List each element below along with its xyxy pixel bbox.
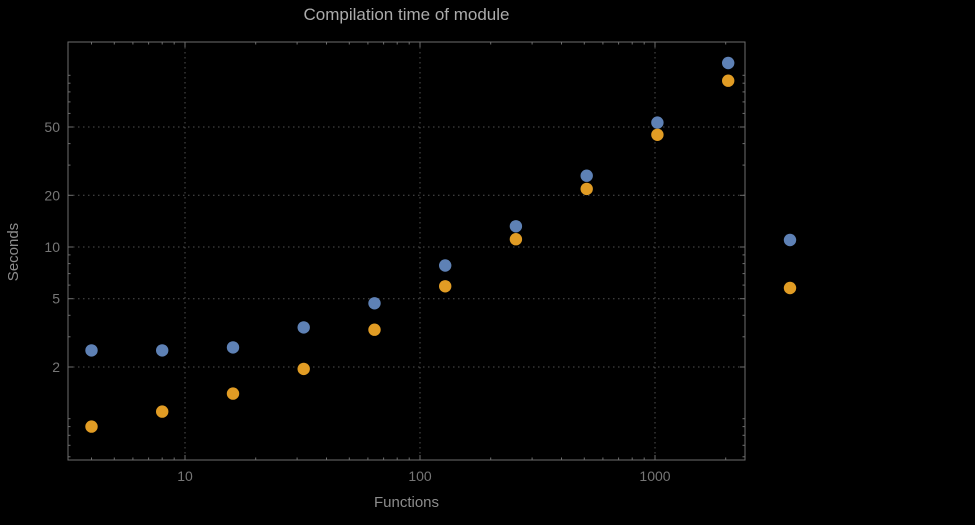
- data-point-series-2: [439, 280, 452, 293]
- data-point-series-1: [156, 344, 169, 357]
- data-point-series-2: [297, 362, 310, 376]
- data-point-series-2: [85, 420, 98, 433]
- data-point-series-1: [368, 297, 381, 310]
- y-tick-label: 10: [44, 239, 60, 255]
- data-point-series-2: [651, 128, 664, 141]
- data-point-series-1: [580, 169, 593, 182]
- y-tick-label: 20: [44, 187, 60, 203]
- data-point-series-2: [226, 387, 240, 400]
- data-point-series-2: [509, 233, 523, 246]
- chart-title: Compilation time of module: [303, 5, 510, 24]
- data-point-series-2: [580, 182, 593, 196]
- y-axis-label: Seconds: [5, 222, 22, 282]
- legend-marker-series-1: [783, 233, 797, 247]
- data-point-series-1: [85, 344, 98, 357]
- data-point-series-2: [156, 405, 169, 418]
- data-point-series-1: [439, 259, 452, 272]
- data-point-series-1: [722, 56, 735, 70]
- y-tick-label: 50: [44, 119, 60, 135]
- plot-frame: [67, 41, 746, 461]
- data-point-series-2: [722, 74, 735, 87]
- data-point-series-1: [297, 321, 310, 334]
- x-axis-label: Functions: [373, 494, 440, 511]
- x-tick-label: 100: [408, 468, 432, 484]
- data-point-series-2: [368, 323, 381, 336]
- y-tick-label: 5: [52, 291, 60, 307]
- y-tick-label: 2: [52, 359, 60, 375]
- x-tick-label: 1000: [639, 468, 670, 484]
- x-tick-label: 10: [177, 468, 193, 484]
- data-point-series-1: [509, 220, 523, 233]
- data-point-series-1: [651, 116, 664, 129]
- data-point-series-1: [226, 341, 240, 354]
- legend-marker-series-2: [783, 281, 797, 295]
